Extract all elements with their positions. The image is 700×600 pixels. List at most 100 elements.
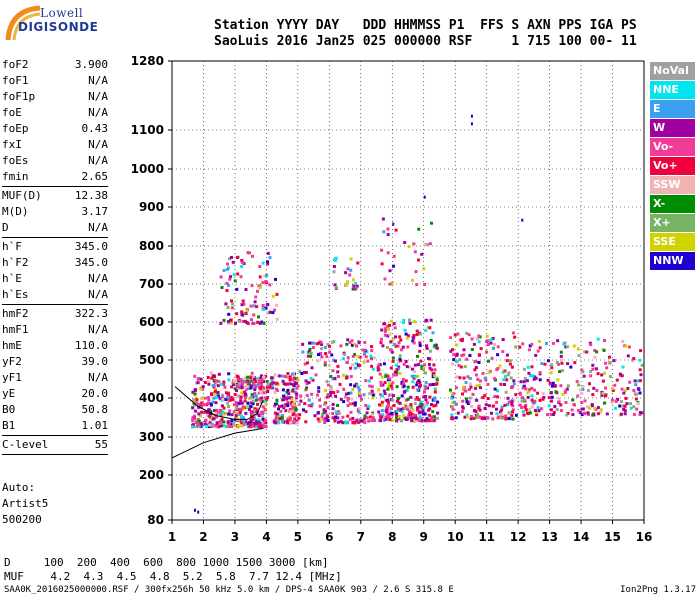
param-label: fmin <box>2 170 29 183</box>
echo-point <box>318 418 322 422</box>
echo-point <box>227 321 230 325</box>
echo-point <box>564 401 568 404</box>
echo-point <box>357 388 361 392</box>
echo-point <box>392 373 396 377</box>
echo-point <box>244 288 248 291</box>
echo-point <box>286 418 290 422</box>
echo-point <box>550 363 554 367</box>
param-label: yF2 <box>2 355 22 368</box>
echo-point <box>191 419 195 423</box>
echo-point <box>356 420 360 424</box>
echo-point <box>201 385 205 389</box>
echo-point <box>317 386 321 390</box>
echo-point <box>356 365 360 369</box>
echo-point <box>473 360 477 364</box>
echo-point <box>275 292 279 296</box>
echo-point <box>536 391 540 395</box>
echo-point <box>386 327 390 331</box>
echo-point <box>232 422 236 425</box>
echo-point <box>397 341 401 345</box>
legend-item-vo-: Vo+ <box>650 157 695 175</box>
echo-point <box>433 374 437 378</box>
echo-point <box>411 278 414 282</box>
echo-point <box>282 382 286 386</box>
echo-point <box>353 353 357 357</box>
echo-point <box>233 424 237 428</box>
echo-point <box>547 396 551 400</box>
echo-point <box>250 395 254 399</box>
echo-point <box>427 413 431 417</box>
echo-point <box>289 420 293 424</box>
echo-point <box>233 279 237 283</box>
echo-point <box>414 413 418 417</box>
echo-point <box>264 421 268 425</box>
echo-point <box>224 391 228 395</box>
echo-point <box>337 410 340 414</box>
param-row: foE N/A <box>2 105 108 121</box>
echo-point <box>479 386 482 390</box>
echo-point <box>259 384 263 387</box>
echo-point <box>505 353 509 357</box>
echo-point <box>283 404 287 408</box>
echo-point <box>241 313 245 317</box>
legend-item-nne: NNE <box>650 81 695 99</box>
echo-point <box>230 256 233 259</box>
echo-point <box>351 363 355 367</box>
echo-point <box>526 395 530 399</box>
echo-point <box>366 359 370 363</box>
echo-point <box>495 407 498 411</box>
echo-point <box>272 420 276 424</box>
echo-point <box>219 413 223 417</box>
echo-point <box>370 385 374 389</box>
echo-point <box>587 412 590 416</box>
echo-point <box>246 401 250 405</box>
echo-point <box>528 408 532 411</box>
echo-point <box>436 416 440 420</box>
echo-point <box>548 381 552 385</box>
echo-point <box>350 343 354 347</box>
param-label: h`Es <box>2 288 29 301</box>
echo-point <box>194 401 198 405</box>
echo-point <box>530 365 534 369</box>
echo-point <box>435 382 439 386</box>
echo-point <box>230 422 234 426</box>
echo-point <box>343 353 347 356</box>
echo-point <box>240 303 244 307</box>
echo-point <box>220 286 224 289</box>
echo-point <box>206 376 210 379</box>
echo-point <box>301 342 305 346</box>
param-row: B1 1.01 <box>2 418 108 434</box>
echo-point <box>383 381 387 385</box>
echo-point <box>577 383 581 387</box>
echo-point <box>362 417 366 421</box>
echo-point <box>419 402 423 406</box>
x-tick-label: 11 <box>478 530 495 544</box>
station-header: Station YYYY DAY DDD HHMMSS P1 FFS S AXN… <box>214 18 637 50</box>
echo-point <box>299 399 303 403</box>
echo-point <box>551 341 555 345</box>
echo-point <box>470 337 474 341</box>
echo-point <box>405 365 409 369</box>
echo-point <box>468 387 471 391</box>
param-value: N/A <box>88 138 108 151</box>
echo-point <box>530 342 534 346</box>
echo-point <box>622 391 626 395</box>
echo-point <box>262 425 266 428</box>
echo-point <box>251 402 255 406</box>
y-tick-label: 700 <box>139 277 164 291</box>
echo-point <box>536 406 540 409</box>
echo-point <box>634 383 638 387</box>
echo-point <box>335 285 338 289</box>
echo-point <box>483 394 487 398</box>
echo-point <box>265 388 268 392</box>
echo-point <box>396 397 400 400</box>
echo-point <box>400 410 404 414</box>
echo-point <box>379 380 383 384</box>
echo-point <box>240 259 244 262</box>
echo-point <box>580 368 584 372</box>
echo-point <box>561 369 564 373</box>
echo-point <box>255 425 259 429</box>
echo-point <box>406 385 410 389</box>
echo-point <box>457 364 461 368</box>
echo-point <box>537 339 541 343</box>
